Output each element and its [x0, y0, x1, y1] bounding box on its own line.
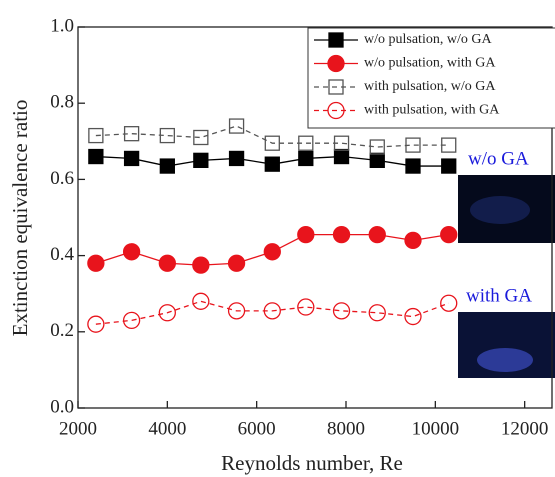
y-tick-label: 0.2	[50, 320, 74, 341]
marker	[333, 135, 350, 151]
marker	[441, 158, 457, 174]
marker	[123, 126, 140, 142]
marker	[264, 135, 280, 151]
x-tick-label: 4000	[148, 418, 186, 439]
y-axis-label: Extinction equivalence ratio	[8, 100, 32, 337]
marker	[158, 304, 176, 322]
series-line	[95, 125, 449, 148]
marker	[87, 315, 105, 333]
y-tick-label: 0.0	[50, 396, 74, 417]
y-tick-label: 0.8	[50, 92, 74, 113]
y-tick-label: 0.4	[50, 244, 74, 265]
marker	[404, 307, 422, 326]
marker	[158, 254, 176, 272]
flame-glow	[477, 348, 533, 372]
legend: w/o pulsation, w/o GA w/o pulsation, with…	[307, 27, 555, 129]
marker	[297, 298, 315, 316]
marker	[327, 101, 345, 120]
plot-frame	[77, 26, 553, 409]
marker	[227, 302, 246, 320]
marker	[327, 54, 345, 73]
y-tick-label: 0.6	[50, 168, 74, 189]
marker	[88, 148, 104, 165]
marker	[264, 156, 280, 172]
marker	[328, 32, 344, 48]
marker	[192, 292, 210, 310]
annotation: w/o GA	[468, 148, 529, 169]
marker	[123, 150, 140, 167]
marker	[192, 256, 210, 274]
marker	[263, 243, 281, 261]
marker	[369, 139, 385, 155]
marker	[227, 254, 246, 272]
marker	[88, 127, 104, 144]
marker	[122, 243, 141, 261]
marker	[332, 225, 351, 244]
legend-label: w/o pulsation, with GA	[364, 56, 496, 71]
marker	[228, 118, 245, 134]
marker	[332, 302, 351, 320]
legend-box	[307, 27, 555, 129]
marker	[405, 137, 421, 153]
marker	[441, 137, 457, 153]
marker	[193, 152, 209, 169]
marker	[228, 150, 245, 167]
marker	[368, 304, 386, 322]
x-tick-label: 2000	[59, 418, 97, 439]
flame-glow	[470, 196, 530, 224]
marker	[193, 129, 209, 146]
x-tick-label: 12000	[501, 418, 549, 439]
marker	[122, 311, 141, 330]
marker	[297, 225, 315, 244]
marker	[298, 135, 314, 151]
marker	[440, 225, 458, 244]
marker	[263, 302, 281, 320]
marker	[440, 294, 458, 312]
marker	[405, 158, 421, 174]
marker	[333, 148, 350, 165]
marker	[159, 158, 175, 174]
x-axis-label: Reynolds number, Re	[221, 451, 403, 475]
x-tick-label: 6000	[238, 418, 276, 439]
x-tick-label: 10000	[412, 418, 460, 439]
marker	[159, 127, 175, 144]
x-tick-label: 8000	[327, 418, 365, 439]
marker	[328, 79, 344, 95]
marker	[404, 231, 422, 250]
legend-label: w/o pulsation, w/o GA	[364, 32, 492, 47]
y-tick-label: 1.0	[50, 15, 74, 36]
marker	[298, 150, 314, 167]
annotation: with GA	[466, 285, 532, 306]
marker	[368, 225, 386, 244]
series-line	[95, 300, 449, 325]
legend-label: with pulsation, with GA	[364, 103, 500, 118]
marker	[87, 254, 105, 272]
legend-label: with pulsation, w/o GA	[364, 79, 496, 94]
marker	[369, 152, 385, 169]
